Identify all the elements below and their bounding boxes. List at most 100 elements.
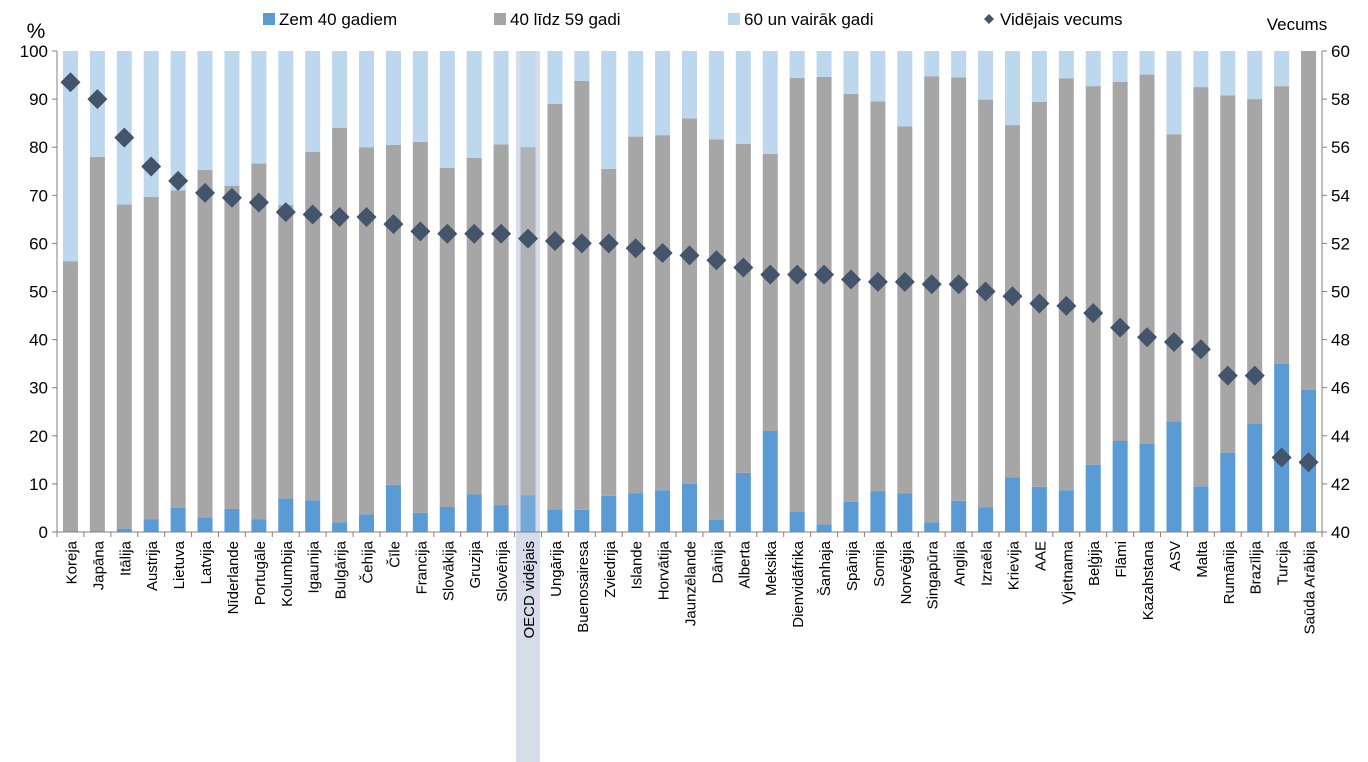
bar-over60	[359, 51, 375, 148]
x-tick-label: Gruzija	[467, 540, 484, 588]
bar-under40	[574, 509, 590, 532]
y-left-tick-label: 30	[29, 379, 48, 398]
bar-over60	[601, 51, 617, 169]
y-left-axis-title: %	[27, 20, 46, 43]
marker-point	[733, 257, 754, 278]
legend-swatch-marker	[984, 14, 994, 24]
marker-point	[625, 238, 646, 259]
bar-over60	[520, 51, 536, 148]
marker-point	[760, 264, 781, 285]
legend-label-marker: Vidējais vecums	[1000, 10, 1123, 29]
bar-under40	[1220, 452, 1236, 532]
bar-over60	[466, 51, 482, 158]
bar-mid	[978, 99, 994, 508]
marker-point	[1056, 295, 1077, 316]
x-tick-label: Flāmi	[1113, 541, 1130, 578]
bar-mid	[1058, 78, 1074, 491]
marker-point	[1271, 447, 1292, 468]
bar-over60	[897, 51, 913, 127]
x-tick-label: Meksika	[763, 540, 780, 596]
bar-mid	[628, 136, 644, 494]
marker-point	[867, 271, 888, 292]
bar-under40	[170, 507, 186, 532]
bar-mid	[1193, 87, 1209, 487]
x-tick-label: Rumānija	[1221, 540, 1238, 604]
bar-over60	[1166, 51, 1182, 135]
y-left-tick-label: 100	[20, 42, 48, 61]
marker-point	[1029, 293, 1050, 314]
bar-over60	[870, 51, 886, 102]
bar-over60	[197, 51, 213, 170]
y-right-tick-label: 58	[1331, 90, 1350, 109]
bar-mid	[735, 143, 751, 473]
bar-mid	[682, 118, 697, 484]
y-left-tick-label: 60	[29, 234, 48, 253]
bar-under40	[978, 507, 994, 532]
bar-over60	[816, 51, 832, 77]
bar-over60	[1274, 51, 1290, 87]
marker-point	[329, 206, 350, 227]
x-tick-label: Austrija	[144, 540, 161, 591]
x-tick-label: Turcija	[1275, 540, 1292, 585]
bar-under40	[116, 528, 132, 532]
bar-under40	[708, 519, 724, 532]
marker-point	[60, 72, 81, 93]
bar-over60	[1247, 51, 1263, 100]
x-tick-label: Koreja	[63, 540, 80, 584]
bar-over60	[789, 51, 805, 78]
bar-over60	[735, 51, 751, 144]
bar-over60	[1112, 51, 1128, 82]
bar-under40	[735, 472, 751, 532]
y-left-tick-label: 80	[29, 138, 48, 157]
marker-point	[275, 202, 296, 223]
y-left-tick-label: 20	[29, 427, 48, 446]
bar-under40	[1193, 486, 1209, 532]
bar-under40	[493, 505, 509, 532]
bar-mid	[816, 76, 832, 525]
bar-mid	[897, 126, 913, 494]
bar-mid	[655, 135, 671, 491]
bar-under40	[1004, 477, 1020, 532]
bar-under40	[1112, 440, 1128, 532]
y-right-tick-label: 54	[1331, 186, 1350, 205]
bar-mid	[762, 153, 778, 431]
bar-over60	[1220, 51, 1236, 96]
x-tick-label: Somija	[871, 540, 888, 587]
bar-under40	[870, 491, 886, 532]
bar-under40	[385, 484, 401, 532]
bar-mid	[1139, 74, 1155, 444]
x-tick-label: Buenosairesa	[575, 540, 592, 632]
bar-under40	[682, 483, 697, 532]
bar-mid	[305, 152, 321, 501]
marker-point	[1137, 327, 1158, 348]
y-left-tick-label: 70	[29, 186, 48, 205]
x-tick-label: Portugāle	[252, 541, 269, 605]
marker-point	[248, 192, 269, 213]
bar-mid	[601, 168, 617, 496]
bar-over60	[385, 51, 401, 145]
bar-under40	[466, 494, 482, 532]
bar-mid	[466, 157, 482, 495]
bar-under40	[547, 509, 563, 532]
x-tick-label: Dienvidāfrika	[790, 540, 807, 627]
marker-point	[840, 269, 861, 290]
marker-point	[141, 156, 162, 177]
marker-point	[1083, 303, 1104, 324]
bar-mid	[1301, 51, 1317, 390]
bar-mid	[116, 204, 132, 529]
bar-under40	[143, 519, 159, 532]
marker-point	[706, 250, 727, 271]
bar-under40	[897, 493, 913, 532]
marker-point	[948, 274, 969, 295]
y-right-tick-label: 48	[1331, 331, 1350, 350]
marker-point	[1298, 452, 1319, 473]
marker-point	[1110, 317, 1131, 338]
y-left-tick-label: 40	[29, 331, 48, 350]
bar-under40	[197, 517, 213, 532]
bar-over60	[708, 51, 724, 140]
marker-point	[491, 223, 512, 244]
bar-mid	[412, 141, 428, 513]
bar-over60	[978, 51, 994, 100]
bar-over60	[224, 51, 240, 186]
